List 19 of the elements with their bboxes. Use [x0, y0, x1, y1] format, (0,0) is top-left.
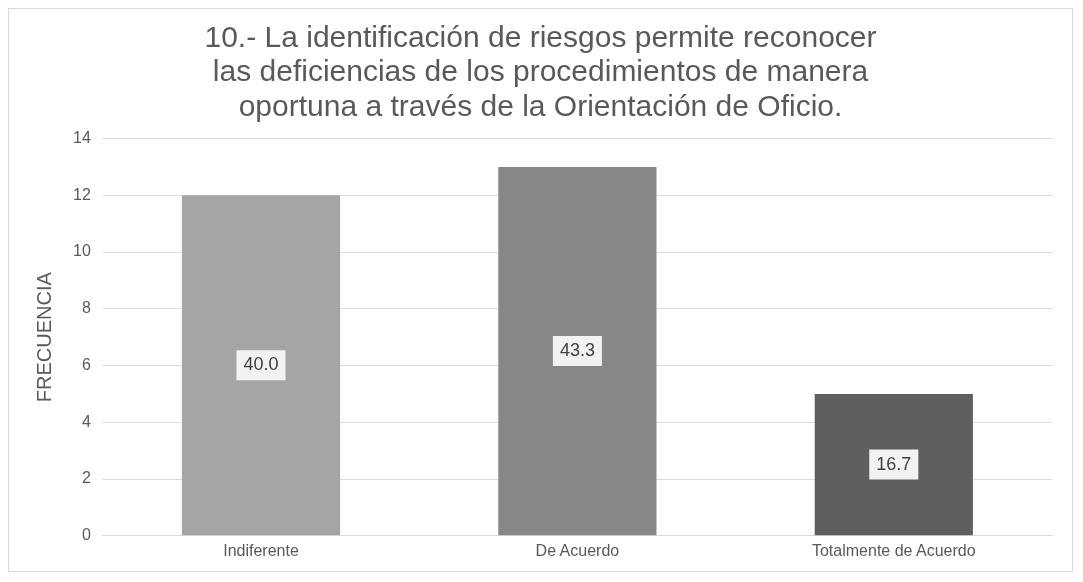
- y-tick-label: 0: [81, 526, 91, 544]
- y-tick-label: 8: [81, 299, 91, 317]
- y-tick-label: 12: [73, 185, 91, 203]
- bar: [814, 393, 973, 536]
- bar: [181, 195, 341, 536]
- x-tick-label: Indiferente: [223, 541, 299, 559]
- y-tick-label: 14: [73, 128, 91, 146]
- x-tick-label: De Acuerdo: [535, 541, 620, 559]
- annotation: 43.3: [559, 340, 595, 361]
- y-tick-label: 10: [73, 242, 91, 260]
- bar: [498, 166, 657, 536]
- y-tick-label: 4: [81, 412, 91, 430]
- annotation: 16.7: [876, 453, 912, 474]
- y-tick-label: 2: [81, 469, 91, 487]
- x-tick-label: Totalmente de Acuerdo: [811, 541, 976, 559]
- y-tick-label: 6: [81, 355, 91, 373]
- y-axis-title: FRECUENCIA: [32, 271, 55, 403]
- chart-title: 10.- La identificación de riesgos permite reconocer las deficiencias de los procedimientos de manera oportuna a través de la Orientación de Oficio.: [204, 19, 877, 122]
- annotation: 40.0: [243, 354, 279, 375]
